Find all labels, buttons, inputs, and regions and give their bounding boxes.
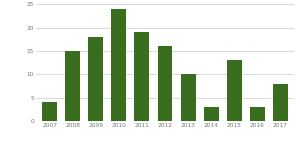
Bar: [158, 46, 172, 121]
Bar: [65, 51, 80, 121]
Bar: [273, 84, 288, 121]
Bar: [181, 74, 196, 121]
Bar: [134, 32, 149, 121]
Bar: [88, 37, 104, 121]
Bar: [111, 9, 126, 121]
Bar: [204, 107, 219, 121]
Bar: [226, 60, 242, 121]
Bar: [42, 102, 57, 121]
Bar: [250, 107, 265, 121]
